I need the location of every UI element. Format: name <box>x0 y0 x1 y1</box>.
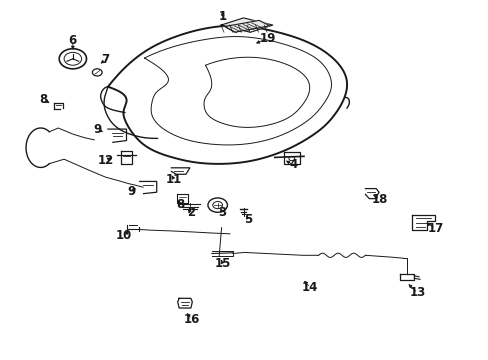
Text: 7: 7 <box>102 53 109 66</box>
Text: 11: 11 <box>165 173 182 186</box>
Text: 9: 9 <box>127 185 135 198</box>
Text: 2: 2 <box>186 207 195 220</box>
Text: 5: 5 <box>244 213 252 226</box>
Text: 18: 18 <box>371 193 387 206</box>
Text: 10: 10 <box>115 229 131 242</box>
Text: 13: 13 <box>408 287 425 300</box>
Text: 1: 1 <box>218 10 226 23</box>
Text: 16: 16 <box>183 312 200 326</box>
Polygon shape <box>221 18 272 32</box>
Text: 15: 15 <box>214 257 230 270</box>
Text: 19: 19 <box>259 32 276 45</box>
Polygon shape <box>224 21 269 32</box>
Text: 8: 8 <box>176 198 184 211</box>
Text: 9: 9 <box>93 122 101 136</box>
Text: 8: 8 <box>40 93 48 106</box>
Text: 6: 6 <box>69 34 77 48</box>
Text: 14: 14 <box>302 281 318 294</box>
Text: 4: 4 <box>288 158 297 171</box>
Text: 17: 17 <box>427 222 443 235</box>
Text: 12: 12 <box>97 154 113 167</box>
Text: 3: 3 <box>218 207 226 220</box>
